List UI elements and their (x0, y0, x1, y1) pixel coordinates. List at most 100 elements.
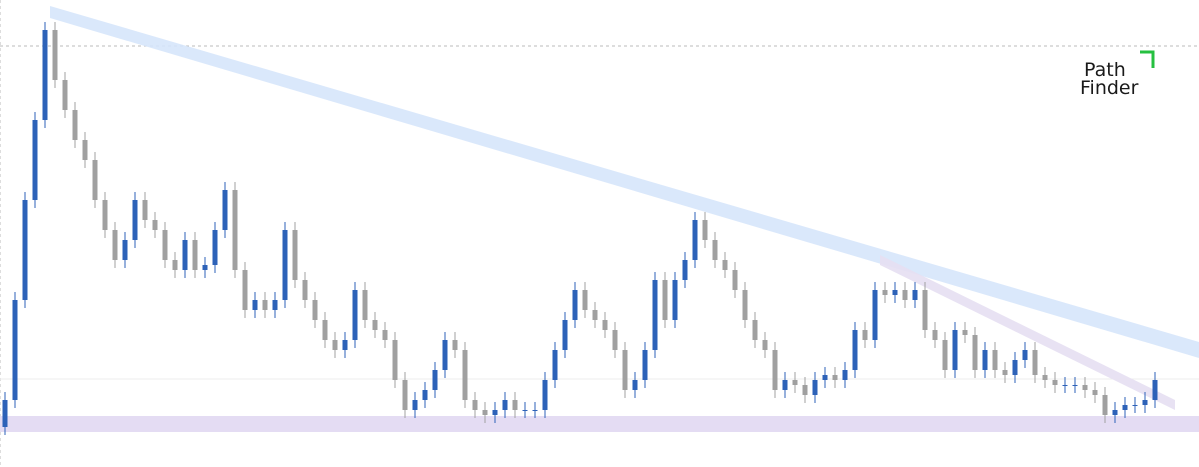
candle-body (22, 200, 28, 300)
candle-body (1082, 385, 1088, 390)
candle-body (792, 380, 798, 385)
candle-body (612, 330, 618, 350)
candles (2, 22, 1158, 435)
candle-body (912, 290, 918, 300)
logo-line1: Path (1084, 59, 1126, 81)
candle-body (332, 340, 338, 350)
candle-body (772, 350, 778, 390)
logo-line2: Finder (1080, 77, 1139, 99)
candle-body (742, 290, 748, 320)
candle-body (192, 240, 198, 270)
candle-body (142, 200, 148, 220)
candle-body (382, 330, 388, 340)
candle-body (122, 240, 128, 260)
candle-body (652, 280, 658, 350)
candle-body (832, 375, 838, 380)
candle-body (672, 280, 678, 320)
candle-body (522, 410, 528, 411)
candle-body (92, 160, 98, 200)
candle-body (422, 390, 428, 400)
candle-body (542, 380, 548, 410)
candle-body (1142, 400, 1148, 405)
candle-body (442, 340, 448, 370)
candle-body (202, 265, 208, 270)
candle-body (1042, 375, 1048, 380)
candle-body (952, 330, 958, 370)
candle-body (662, 280, 668, 320)
secondary-trendline (880, 255, 1175, 410)
candle-body (112, 230, 118, 260)
candle-body (1002, 370, 1008, 375)
candle-body (222, 190, 228, 230)
candle-body (762, 340, 768, 350)
candle-body (512, 400, 518, 410)
candle-body (1012, 360, 1018, 375)
candle-body (682, 260, 688, 280)
candle-body (632, 380, 638, 390)
candle-body (802, 385, 808, 395)
candle-body (472, 400, 478, 410)
candle-body (162, 230, 168, 260)
candle-body (992, 350, 998, 370)
logo-arrow (1140, 50, 1155, 68)
candle-body (362, 290, 368, 320)
candle-body (1032, 350, 1038, 375)
candle-body (692, 220, 698, 260)
descending-trendline (50, 6, 1199, 358)
candle-body (942, 340, 948, 370)
candle-body (882, 290, 888, 295)
candle-body (42, 30, 48, 120)
candle-body (502, 400, 508, 410)
candle-body (752, 320, 758, 340)
candle-body (72, 110, 78, 140)
candle-body (132, 200, 138, 240)
candle-body (312, 300, 318, 320)
candle-body (562, 320, 568, 350)
candle-body (902, 290, 908, 300)
candle-body (282, 230, 288, 300)
candle-body (1062, 385, 1068, 386)
candle-body (972, 335, 978, 370)
candle-body (552, 350, 558, 380)
candle-body (402, 380, 408, 410)
candle-body (712, 240, 718, 260)
candle-body (432, 370, 438, 390)
candle-body (782, 380, 788, 390)
candle-body (412, 400, 418, 410)
candle-body (812, 380, 818, 395)
candle-body (592, 310, 598, 320)
candle-body (372, 320, 378, 330)
candle-body (722, 260, 728, 270)
candle-body (862, 330, 868, 340)
candle-body (1022, 350, 1028, 360)
candle-body (482, 410, 488, 415)
candle-body (212, 230, 218, 265)
candle-body (242, 270, 248, 310)
candle-body (12, 300, 18, 400)
candle-body (702, 220, 708, 240)
candle-body (32, 120, 38, 200)
candle-body (1072, 385, 1078, 386)
candle-body (1132, 405, 1138, 406)
candle-body (392, 340, 398, 380)
candle-body (182, 240, 188, 270)
candle-body (822, 375, 828, 380)
candle-body (302, 280, 308, 300)
candle-body (932, 330, 938, 340)
candle-body (322, 320, 328, 340)
candle-body (872, 290, 878, 340)
candle-body (532, 410, 538, 411)
candle-body (152, 220, 158, 230)
candle-body (342, 340, 348, 350)
candle-body (252, 300, 258, 310)
candle-body (1102, 395, 1108, 415)
candle-body (262, 300, 268, 310)
candle-body (842, 370, 848, 380)
candle-body (602, 320, 608, 330)
candle-body (572, 290, 578, 320)
candle-body (172, 260, 178, 270)
candle-body (892, 290, 898, 295)
candle-body (292, 230, 298, 280)
